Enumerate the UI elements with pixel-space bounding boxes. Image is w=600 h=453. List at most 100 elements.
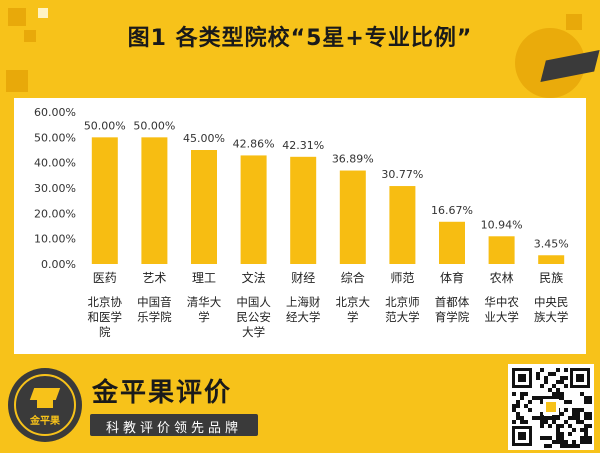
institution-label: 北京大 <box>336 295 371 309</box>
qr-module <box>584 436 588 440</box>
x-tick-label: 农林 <box>490 271 514 285</box>
qr-module <box>568 400 572 404</box>
qr-module <box>540 436 544 440</box>
qr-module <box>556 432 560 436</box>
x-tick-label: 综合 <box>341 270 365 285</box>
qr-module <box>588 424 592 428</box>
qr-module <box>584 412 588 416</box>
qr-module <box>532 396 536 400</box>
qr-module <box>556 440 560 444</box>
qr-module <box>576 408 580 412</box>
qr-module <box>520 416 524 420</box>
institution-label: 华中农 <box>484 295 519 309</box>
y-tick-label: 60.00% <box>34 106 76 119</box>
institution-label: 上海财 <box>286 295 321 309</box>
institution-label: 清华大 <box>187 295 222 309</box>
qr-module <box>576 412 580 416</box>
institution-label: 民公安 <box>236 310 271 324</box>
institution-label: 乐学院 <box>137 310 172 324</box>
y-tick-label: 20.00% <box>34 207 76 220</box>
institution-label: 经大学 <box>286 310 321 324</box>
qr-module <box>512 392 516 396</box>
institution-label: 北京协 <box>88 295 123 309</box>
qr-module <box>548 388 552 392</box>
qr-module <box>552 372 556 376</box>
qr-module <box>540 424 544 428</box>
qr-module <box>536 372 540 376</box>
qr-module <box>560 424 564 428</box>
institution-label: 北京师 <box>385 295 420 309</box>
graduation-cap-base <box>37 400 53 408</box>
x-tick-label: 文法 <box>242 270 266 285</box>
data-label: 3.45% <box>534 237 569 250</box>
qr-module <box>516 400 520 404</box>
bar <box>141 137 168 264</box>
qr-module <box>576 416 580 420</box>
qr-module <box>564 384 568 388</box>
qr-module <box>548 436 552 440</box>
qr-module <box>572 412 576 416</box>
qr-module <box>532 416 536 420</box>
bar <box>389 186 416 264</box>
institution-label: 族大学 <box>534 310 569 324</box>
qr-module <box>576 444 580 448</box>
qr-module <box>540 368 544 372</box>
qr-module <box>548 372 552 376</box>
brand-slogan: 科教评价领先品牌 <box>105 421 242 436</box>
data-label: 30.77% <box>381 168 423 181</box>
qr-module <box>548 424 552 428</box>
data-label: 10.94% <box>481 218 523 231</box>
bar <box>91 137 118 264</box>
qr-module <box>584 416 588 420</box>
qr-module <box>568 416 572 420</box>
qr-module <box>560 440 564 444</box>
qr-module <box>556 392 560 396</box>
qr-module <box>572 440 576 444</box>
chart-title: 图1 各类型院校“5星+专业比例” <box>127 26 473 51</box>
qr-module <box>580 408 584 412</box>
qr-module <box>560 436 564 440</box>
decor-square <box>8 8 26 26</box>
qr-module <box>588 440 592 444</box>
qr-module <box>564 440 568 444</box>
institution-label: 学 <box>198 310 210 324</box>
qr-module <box>560 376 564 380</box>
qr-module <box>540 396 544 400</box>
x-tick-label: 财经 <box>291 271 315 285</box>
qr-module <box>556 396 560 400</box>
y-tick-label: 50.00% <box>34 131 76 144</box>
qr-module <box>544 420 548 424</box>
qr-module <box>540 384 544 388</box>
decor-square <box>38 8 48 18</box>
qr-module <box>518 432 526 440</box>
qr-module <box>556 436 560 440</box>
qr-module <box>584 428 588 432</box>
data-label: 16.67% <box>431 204 473 217</box>
qr-module <box>544 376 548 380</box>
qr-module <box>552 392 556 396</box>
qr-module <box>576 374 584 382</box>
qr-module <box>528 400 532 404</box>
qr-module <box>564 408 568 412</box>
institution-label: 业大学 <box>484 310 519 324</box>
x-tick-label: 师范 <box>390 271 414 285</box>
institution-label: 学 <box>347 310 359 324</box>
data-label: 42.86% <box>233 137 275 150</box>
qr-module <box>584 424 588 428</box>
qr-module <box>536 376 540 380</box>
qr-module <box>552 440 556 444</box>
qr-module <box>580 428 584 432</box>
logo: 金平果 <box>8 368 82 442</box>
qr-module <box>568 444 572 448</box>
decor-square <box>566 14 582 30</box>
qr-module <box>546 402 556 412</box>
qr-module <box>520 396 524 400</box>
qr-module <box>572 416 576 420</box>
qr-module <box>548 444 552 448</box>
qr-module <box>560 380 564 384</box>
qr-module <box>580 436 584 440</box>
data-label: 50.00% <box>133 119 175 132</box>
qr-module <box>556 428 560 432</box>
qr-module <box>568 424 572 428</box>
qr-module <box>536 416 540 420</box>
